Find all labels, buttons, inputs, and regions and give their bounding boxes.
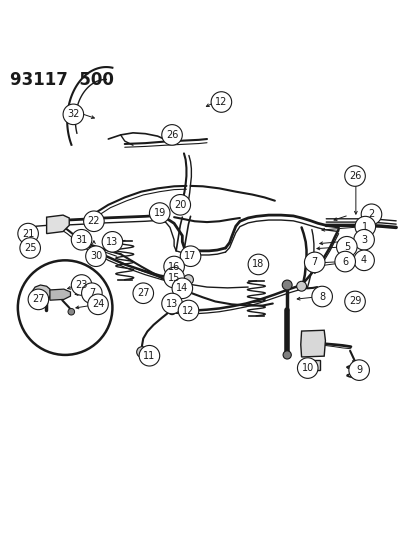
Polygon shape <box>301 360 319 370</box>
Circle shape <box>71 230 92 250</box>
Circle shape <box>211 92 231 112</box>
Text: 30: 30 <box>90 251 102 261</box>
Polygon shape <box>50 289 70 300</box>
Text: 6: 6 <box>341 256 347 266</box>
Text: 1: 1 <box>361 222 368 232</box>
Circle shape <box>102 231 122 252</box>
Text: 25: 25 <box>24 243 36 253</box>
Text: 22: 22 <box>88 216 100 227</box>
Circle shape <box>161 125 182 145</box>
Polygon shape <box>32 285 51 304</box>
Circle shape <box>71 274 92 295</box>
Circle shape <box>296 281 306 291</box>
Circle shape <box>172 278 192 298</box>
Circle shape <box>353 250 373 271</box>
Text: 2: 2 <box>368 209 374 219</box>
Circle shape <box>164 256 184 277</box>
Text: 14: 14 <box>176 284 188 293</box>
Circle shape <box>360 204 381 224</box>
Circle shape <box>348 360 368 381</box>
Text: 7: 7 <box>311 257 317 268</box>
Text: 32: 32 <box>67 109 79 119</box>
Text: 18: 18 <box>252 260 264 270</box>
Text: 13: 13 <box>166 298 178 309</box>
Circle shape <box>311 286 332 307</box>
Circle shape <box>88 294 108 314</box>
Circle shape <box>282 280 292 290</box>
Circle shape <box>247 254 268 274</box>
Text: 10: 10 <box>301 363 313 373</box>
Circle shape <box>168 306 176 314</box>
Text: 9: 9 <box>355 365 361 375</box>
Circle shape <box>180 246 200 266</box>
Text: 26: 26 <box>348 171 361 181</box>
Text: 24: 24 <box>92 300 104 309</box>
Text: 8: 8 <box>318 292 325 302</box>
Circle shape <box>344 291 364 312</box>
Circle shape <box>136 346 147 358</box>
Circle shape <box>282 351 291 359</box>
Text: 5: 5 <box>343 242 349 252</box>
Circle shape <box>353 230 373 250</box>
Circle shape <box>20 238 40 259</box>
Text: 23: 23 <box>75 280 88 290</box>
Text: 27: 27 <box>32 294 45 304</box>
Circle shape <box>170 195 190 215</box>
Circle shape <box>28 289 49 310</box>
Text: 27: 27 <box>137 288 149 298</box>
Circle shape <box>133 283 153 303</box>
Circle shape <box>304 252 324 273</box>
Polygon shape <box>47 215 69 233</box>
Circle shape <box>334 251 355 272</box>
Circle shape <box>85 246 106 266</box>
Circle shape <box>344 166 364 187</box>
Text: 20: 20 <box>173 200 186 210</box>
Text: 21: 21 <box>22 229 34 239</box>
Circle shape <box>139 345 159 366</box>
Circle shape <box>336 237 356 257</box>
Circle shape <box>18 223 38 244</box>
Text: 26: 26 <box>166 130 178 140</box>
Circle shape <box>183 274 193 285</box>
Text: 3: 3 <box>360 235 366 245</box>
Circle shape <box>63 104 83 125</box>
Text: 13: 13 <box>106 237 118 247</box>
Text: 17: 17 <box>184 251 196 261</box>
Polygon shape <box>300 330 325 357</box>
Circle shape <box>81 283 102 303</box>
Circle shape <box>178 300 198 321</box>
Circle shape <box>149 203 170 223</box>
Text: 15: 15 <box>168 272 180 282</box>
Text: 19: 19 <box>153 208 166 218</box>
Text: 29: 29 <box>348 296 361 306</box>
Circle shape <box>68 309 74 315</box>
Circle shape <box>161 293 182 314</box>
Circle shape <box>18 260 112 355</box>
Circle shape <box>354 216 375 237</box>
Text: 31: 31 <box>75 235 88 245</box>
Text: 12: 12 <box>182 305 194 316</box>
Text: 7: 7 <box>88 288 95 298</box>
Text: 12: 12 <box>215 97 227 107</box>
Text: 93117  500: 93117 500 <box>9 71 113 89</box>
Circle shape <box>83 211 104 231</box>
Circle shape <box>297 358 317 378</box>
Text: 16: 16 <box>168 262 180 271</box>
Text: 11: 11 <box>143 351 155 361</box>
Text: 4: 4 <box>360 255 366 265</box>
Circle shape <box>164 268 184 288</box>
